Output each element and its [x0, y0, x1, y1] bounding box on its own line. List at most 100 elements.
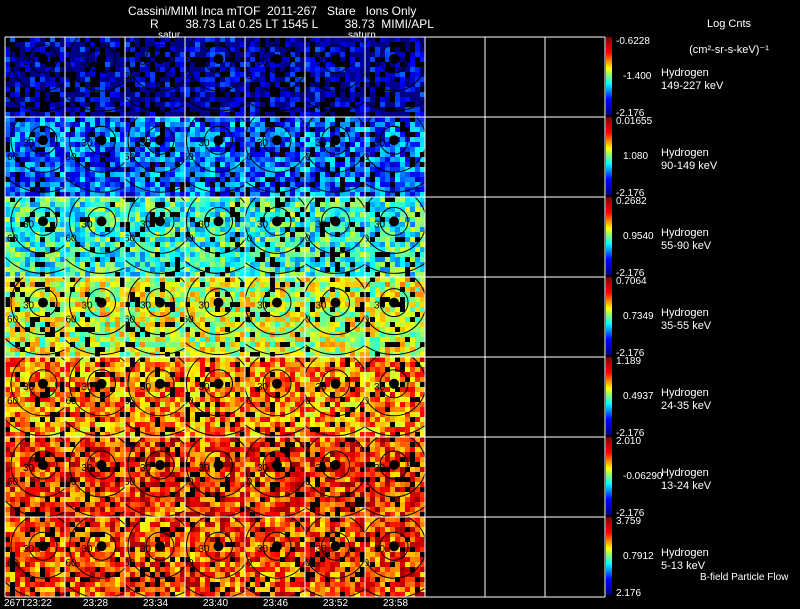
saturn-icon [213, 297, 224, 308]
contour-ring [69, 37, 125, 92]
contour-ring [87, 206, 116, 236]
contour-label: 60 [183, 233, 195, 244]
contour-label: 30 [316, 382, 328, 393]
time-label: 23:58 [383, 598, 409, 609]
saturn-icon [155, 135, 165, 146]
contour-label: 60 [124, 477, 136, 488]
time-label: 23:34 [143, 598, 169, 609]
colorbar-tick-label: 3.759 [616, 516, 642, 527]
color-bar [606, 117, 612, 195]
time-label: 23:28 [83, 598, 109, 609]
contour-label: 30 [23, 57, 35, 68]
contour-ring [365, 277, 425, 336]
contour-label: 90 [0, 249, 1, 260]
saturn-icon [155, 378, 165, 389]
saturn-icon [38, 54, 48, 64]
energy-range: 90-149 keV [661, 160, 718, 172]
saturn-icon [96, 135, 107, 146]
contour-label: 30 [140, 57, 152, 68]
contour-ring [10, 277, 65, 336]
contour-ring [28, 450, 58, 480]
contour-label: 60 [183, 71, 195, 82]
contour-ring [305, 181, 365, 193]
saturn-icon [330, 216, 341, 227]
contour-label: 30 [374, 463, 386, 474]
contour-label: 60 [358, 396, 370, 407]
contour-ring [365, 197, 425, 254]
saturn-icon [38, 460, 48, 470]
contour-label: 60 [124, 315, 136, 326]
contour-ring [365, 343, 425, 356]
contour-ring [262, 206, 292, 236]
species-name: Hydrogen [661, 67, 709, 79]
contour-label: 30 [316, 544, 328, 555]
contour-label: 30 [199, 138, 211, 149]
contour-label: 30 [374, 138, 386, 149]
species-name: Hydrogen [661, 387, 709, 399]
contour-ring [10, 117, 65, 173]
contour-label: 60 [7, 558, 19, 569]
saturn-icon [38, 297, 48, 308]
contour-label: 30 [140, 382, 152, 393]
contour-ring [69, 357, 125, 417]
contour-label: 30 [374, 57, 386, 68]
contour-label: 60 [300, 396, 312, 407]
colorbar-tick-label: 2.010 [616, 436, 642, 447]
contour-label: 30 [23, 138, 35, 149]
colorbar-tick-label: 0.2682 [616, 196, 647, 207]
contour-label: 90 [0, 412, 1, 423]
saturn-icon [272, 135, 282, 146]
color-bar [606, 277, 612, 355]
energy-range: 35-55 keV [661, 320, 712, 332]
contour-ring [262, 125, 292, 155]
contour-label: 60 [300, 477, 312, 488]
contour-label: 60 [183, 315, 195, 326]
contour-label: 60 [358, 71, 370, 82]
contour-label: 60 [241, 477, 253, 488]
contour-ring [65, 95, 125, 112]
saturn-icon [213, 135, 224, 146]
color-bar [606, 357, 612, 435]
contour-label: 30 [82, 544, 94, 555]
saturn-icon [389, 460, 399, 470]
contour-label: 30 [23, 219, 35, 230]
saturn-icon [38, 216, 48, 227]
colorbar-tick-label: 1.080 [623, 151, 649, 162]
contour-label: 60 [241, 152, 253, 163]
contour-ring [145, 125, 175, 155]
color-bar [606, 197, 612, 275]
contour-ring [245, 197, 305, 254]
contour-ring [145, 288, 175, 318]
species-label: Hydrogen 13-24 keV [661, 467, 711, 493]
saturn-icon [38, 378, 48, 389]
contour-ring [28, 44, 58, 74]
contour-ring [204, 450, 233, 480]
contour-label: 30 [374, 382, 386, 393]
contour-ring [379, 369, 409, 399]
contour-ring [185, 98, 245, 112]
colorbar-tick-label: 0.7912 [623, 551, 654, 562]
contour-label: 60 [358, 477, 370, 488]
contour-ring [365, 37, 425, 92]
contour-ring [379, 44, 409, 74]
contour-ring [204, 125, 233, 155]
contour-label: 60 [66, 152, 78, 163]
contour-ring [321, 44, 350, 74]
contour-ring [245, 277, 305, 336]
contour-label: 30 [257, 463, 269, 474]
contour-ring [5, 337, 65, 356]
contour-label: 60 [66, 396, 78, 407]
contour-ring [204, 288, 233, 318]
contour-label: 30 [82, 219, 94, 230]
contour-ring [28, 206, 58, 236]
